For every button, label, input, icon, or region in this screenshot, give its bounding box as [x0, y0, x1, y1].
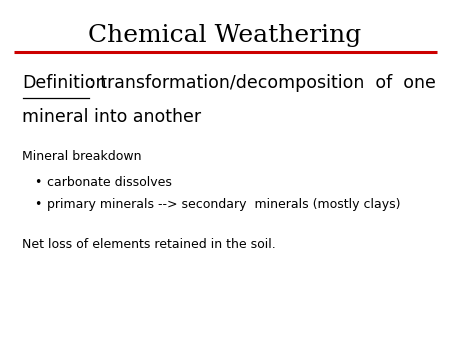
Text: Net loss of elements retained in the soil.: Net loss of elements retained in the soi… [22, 238, 276, 251]
Text: mineral into another: mineral into another [22, 108, 202, 126]
Text: •: • [34, 198, 41, 211]
Text: carbonate dissolves: carbonate dissolves [47, 176, 172, 189]
Text: •: • [34, 176, 41, 189]
Text: Chemical Weathering: Chemical Weathering [88, 24, 362, 47]
Text: primary minerals --> secondary  minerals (mostly clays): primary minerals --> secondary minerals … [47, 198, 401, 211]
Text: Definition: Definition [22, 74, 107, 92]
Text: Mineral breakdown: Mineral breakdown [22, 150, 142, 163]
Text: : transformation/decomposition  of  one: : transformation/decomposition of one [89, 74, 436, 92]
